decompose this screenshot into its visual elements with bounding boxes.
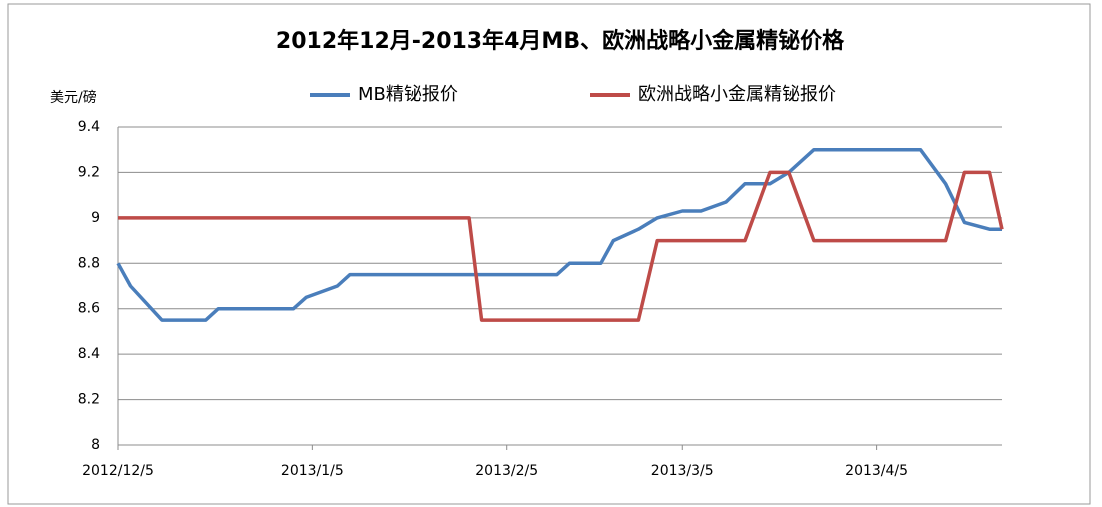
y-tick-label: 9.4 xyxy=(78,119,100,135)
y-tick-label: 8.6 xyxy=(78,301,100,317)
y-tick-label: 8.8 xyxy=(78,255,100,271)
legend-label: MB精铋报价 xyxy=(358,84,458,105)
legend-label: 欧洲战略小金属精铋报价 xyxy=(638,84,836,105)
x-tick-label: 2012/12/5 xyxy=(82,463,154,479)
chart-title: 2012年12月-2013年4月MB、欧洲战略小金属精铋价格 xyxy=(276,28,845,54)
y-tick-label: 8 xyxy=(91,437,100,453)
chart-border xyxy=(7,3,1091,505)
x-tick-label: 2013/2/5 xyxy=(475,463,538,479)
y-axis-label: 美元/磅 xyxy=(50,89,97,106)
x-tick-label: 2013/1/5 xyxy=(281,463,344,479)
y-tick-label: 8.2 xyxy=(78,392,100,408)
line-series xyxy=(116,147,1002,322)
x-tick-label: 2013/4/5 xyxy=(845,463,908,479)
y-tick-label: 9.2 xyxy=(78,164,100,180)
y-tick-label: 9 xyxy=(91,210,100,226)
y-tick-label: 8.4 xyxy=(78,346,100,362)
x-tick-label: 2013/3/5 xyxy=(651,463,714,479)
line-series xyxy=(118,170,1004,322)
